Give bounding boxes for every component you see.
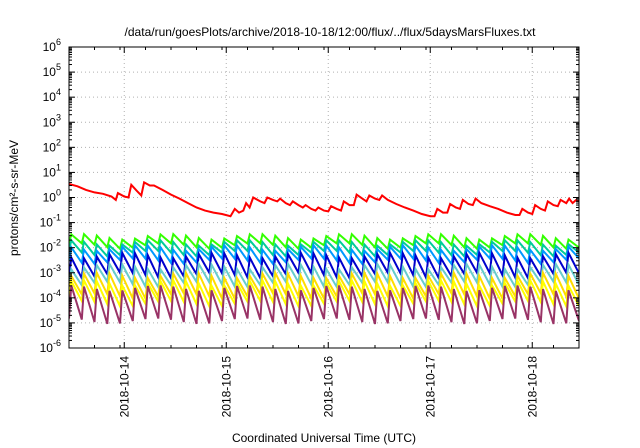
- x-tick-label: 2018-10-17: [423, 356, 437, 418]
- x-axis: 2018-10-14 2018-10-15 2018-10-16 2018-10-17…: [68, 47, 580, 418]
- y-tick-label: 101: [43, 162, 61, 179]
- series-line-4: [69, 242, 579, 267]
- y-tick-label: 100: [43, 188, 61, 205]
- y-axis-label: protons/cm²-s-sr-MeV: [7, 140, 21, 256]
- y-tick-label: 102: [43, 137, 61, 154]
- x-axis-label: Coordinated Universal Time (UTC): [232, 431, 416, 445]
- y-tick-label: 10-5: [40, 313, 61, 330]
- y-tick-label: 10-4: [40, 288, 61, 305]
- y-tick-label: 106: [43, 37, 61, 54]
- chart-title: /data/run/goesPlots/archive/2018-10-18/1…: [125, 25, 537, 39]
- y-tick-label: 10-3: [40, 263, 61, 280]
- y-tick-label: 103: [43, 112, 61, 129]
- x-tick-label: 2018-10-15: [219, 356, 233, 418]
- x-tick-label: 2018-10-18: [525, 356, 539, 418]
- y-tick-label: 105: [43, 62, 61, 79]
- series-line-9: [69, 285, 579, 325]
- series-layer: [69, 180, 579, 325]
- series-line-6: [69, 260, 579, 291]
- x-tick-label: 2018-10-16: [321, 356, 335, 418]
- series-line-5: [69, 249, 579, 282]
- series-line-1: [69, 180, 579, 218]
- y-tick-label: 10-6: [40, 338, 61, 355]
- y-tick-label: 104: [43, 87, 61, 104]
- y-tick-label: 10-1: [40, 213, 61, 230]
- x-tick-label: 2018-10-14: [117, 356, 131, 418]
- y-tick-label: 10-2: [40, 238, 61, 255]
